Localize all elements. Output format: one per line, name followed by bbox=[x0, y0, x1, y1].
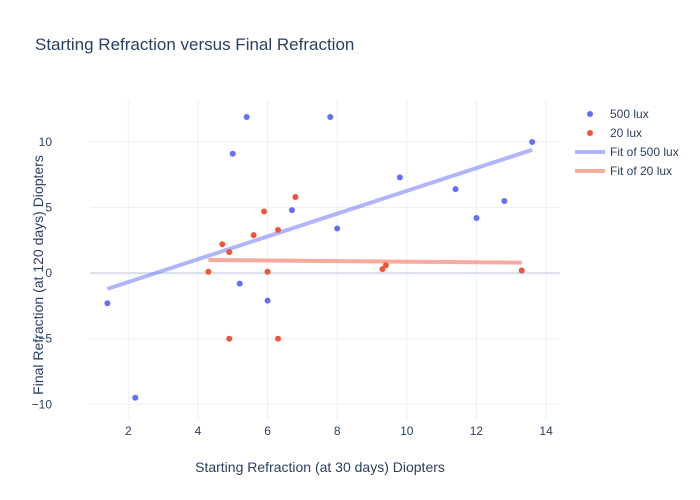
legend-label: 20 lux bbox=[610, 126, 642, 140]
fit-line-series-2 bbox=[106, 147, 533, 291]
y-tick-label: −10 bbox=[32, 397, 53, 411]
fit-lines bbox=[106, 147, 533, 291]
legend-item[interactable]: Fit of 20 lux bbox=[575, 164, 672, 178]
y-tick-label: 5 bbox=[45, 201, 52, 215]
x-tick-label: 2 bbox=[125, 424, 132, 438]
x-tick-label: 12 bbox=[470, 424, 484, 438]
x-axis-label: Starting Refraction (at 30 days) Diopter… bbox=[195, 459, 445, 475]
data-point-series-0[interactable] bbox=[132, 394, 139, 401]
data-point-series-1[interactable] bbox=[275, 335, 281, 342]
legend-label: 500 lux bbox=[610, 107, 649, 121]
data-point-series-0[interactable] bbox=[396, 174, 403, 181]
data-point-series-0[interactable] bbox=[529, 138, 536, 145]
data-point-series-1[interactable] bbox=[226, 335, 233, 342]
data-point-series-1[interactable] bbox=[219, 241, 226, 248]
fit-line-series-3 bbox=[208, 258, 522, 265]
tick-labels: 2 4 6 8 10 12 14 −10 −5 0 5 10 bbox=[32, 135, 553, 438]
data-point-series-1[interactable] bbox=[261, 208, 268, 215]
data-point-series-1[interactable] bbox=[382, 262, 389, 269]
legend-item[interactable]: 20 lux bbox=[587, 126, 642, 140]
data-point-series-0[interactable] bbox=[243, 114, 250, 121]
data-point-series-0[interactable] bbox=[501, 197, 508, 204]
data-point-series-0[interactable] bbox=[264, 297, 271, 304]
data-point-series-0[interactable] bbox=[288, 207, 295, 214]
y-tick-label: 0 bbox=[45, 266, 52, 280]
y-tick-label: 10 bbox=[39, 135, 53, 149]
data-point-series-1[interactable] bbox=[250, 232, 257, 239]
x-tick-label: 4 bbox=[195, 424, 202, 438]
data-point-series-1[interactable] bbox=[292, 194, 299, 201]
legend-label: Fit of 20 lux bbox=[610, 164, 672, 178]
data-points bbox=[104, 114, 536, 401]
legend-marker-swatch bbox=[587, 130, 593, 136]
data-point-series-1[interactable] bbox=[379, 266, 386, 273]
data-point-series-0[interactable] bbox=[452, 186, 459, 193]
x-tick-label: 8 bbox=[334, 424, 341, 438]
data-point-series-0[interactable] bbox=[104, 300, 111, 307]
x-tick-label: 10 bbox=[400, 424, 414, 438]
data-point-series-1[interactable] bbox=[264, 268, 271, 275]
data-point-series-1[interactable] bbox=[518, 267, 525, 274]
legend-item[interactable]: 500 lux bbox=[587, 107, 649, 121]
legend-label: Fit of 500 lux bbox=[610, 145, 679, 159]
data-point-series-0[interactable] bbox=[334, 225, 341, 232]
y-axis-label: Final Refraction (at 120 days) Diopters bbox=[30, 155, 46, 395]
legend[interactable]: 500 lux 20 lux Fit of 500 lux Fit of 20 lux bbox=[575, 107, 679, 178]
y-tick-label: −5 bbox=[38, 332, 52, 346]
legend-item[interactable]: Fit of 500 lux bbox=[575, 145, 679, 159]
legend-marker-swatch bbox=[587, 111, 593, 117]
data-point-series-0[interactable] bbox=[327, 114, 334, 121]
data-point-series-0[interactable] bbox=[473, 215, 480, 222]
data-point-series-1[interactable] bbox=[205, 268, 212, 275]
x-tick-label: 6 bbox=[264, 424, 271, 438]
chart-title: Starting Refraction versus Final Refract… bbox=[35, 35, 354, 54]
data-point-series-0[interactable] bbox=[236, 280, 243, 287]
data-point-series-1[interactable] bbox=[275, 226, 281, 233]
data-point-series-0[interactable] bbox=[229, 150, 236, 157]
data-point-series-1[interactable] bbox=[226, 249, 233, 256]
x-tick-label: 14 bbox=[539, 424, 553, 438]
